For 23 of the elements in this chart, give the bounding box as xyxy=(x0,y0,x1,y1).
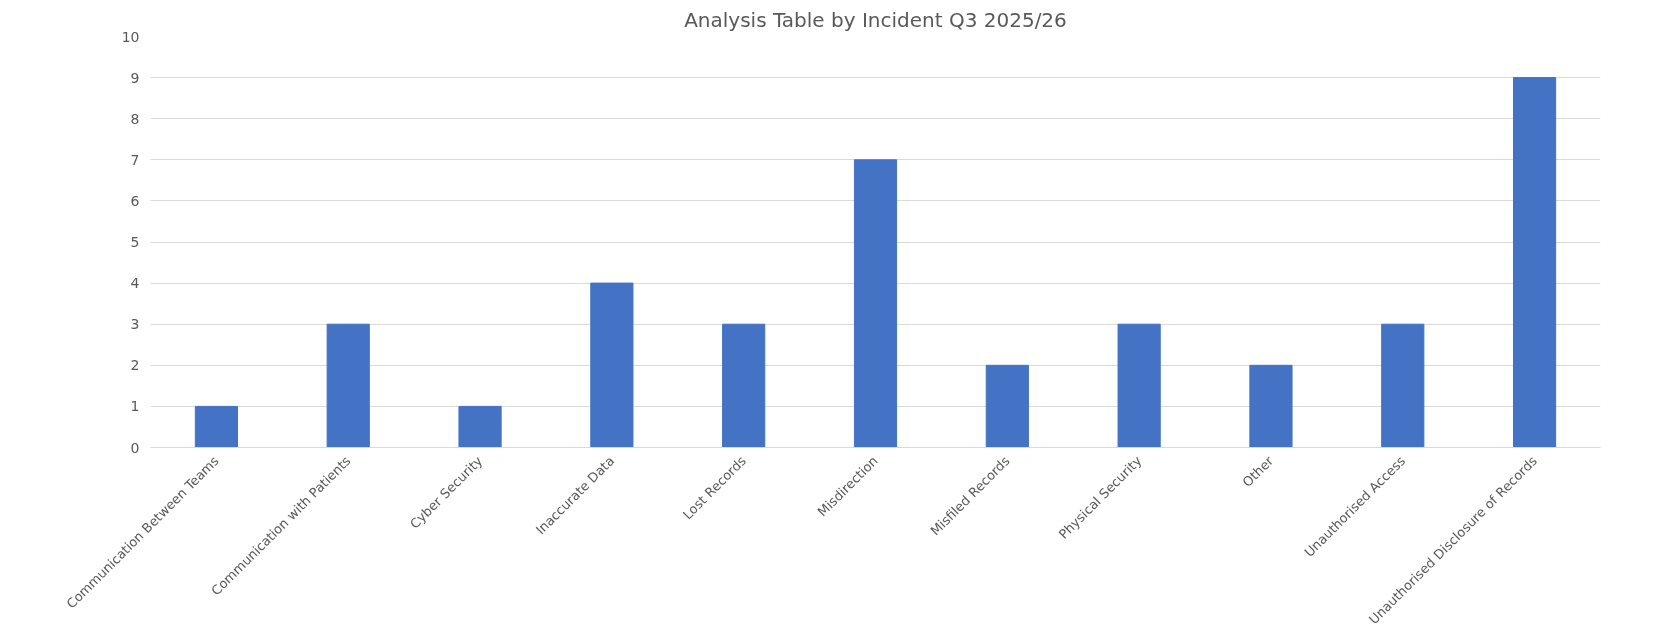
y-tick-label: 7 xyxy=(130,151,140,168)
bar xyxy=(985,364,1029,448)
y-tick-label: 6 xyxy=(130,192,140,209)
bar xyxy=(326,323,370,448)
bar xyxy=(1381,323,1425,448)
y-tick-label: 2 xyxy=(130,357,140,374)
bar xyxy=(1117,323,1161,448)
y-tick-label: 3 xyxy=(130,316,140,333)
bar xyxy=(194,405,238,448)
y-tick-label: 10 xyxy=(121,28,140,45)
y-tick-label: 1 xyxy=(130,398,140,415)
bar xyxy=(1513,77,1557,448)
y-tick-label: 5 xyxy=(130,234,140,250)
bar xyxy=(722,323,766,448)
bar xyxy=(458,405,502,448)
bar xyxy=(853,159,898,448)
bar xyxy=(590,282,634,448)
bar xyxy=(1249,364,1293,448)
chart-title: Analysis Table by Incident Q3 2025/26 xyxy=(684,7,1067,32)
y-tick-label: 8 xyxy=(130,110,140,127)
y-tick-label: 9 xyxy=(130,69,140,86)
y-tick-label: 0 xyxy=(130,439,140,456)
y-tick-label: 4 xyxy=(130,275,140,292)
